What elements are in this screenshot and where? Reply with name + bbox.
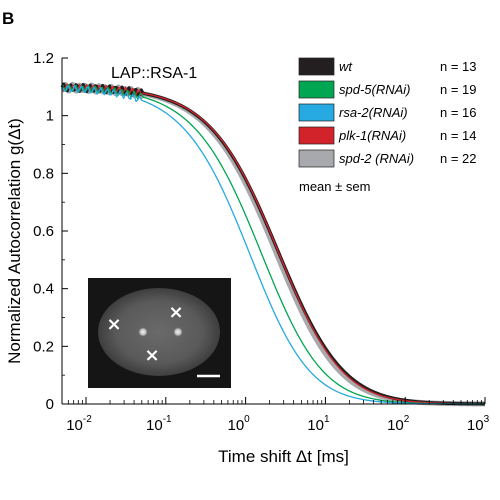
series-line-plk-1-rnai: [61, 83, 486, 405]
inset-marker-cross: ×: [168, 302, 183, 323]
legend-spd-5-rnai-label: spd-5(RNAi): [339, 82, 411, 97]
x-tick-label: 10-2: [66, 414, 92, 434]
chart-title: LAP::RSA-1: [111, 65, 197, 82]
legend-rsa-2-rnai-swatch: [298, 103, 335, 122]
y-tick-label: 0: [46, 396, 54, 413]
x-axis-title: Time shift Δt [ms]: [218, 447, 349, 466]
x-tick-label: 10-1: [146, 414, 172, 434]
axes: 10-2 10-1 100 101 102 103 0 0.2 0.4 0.6 0.8 1 1.2 Tim…: [5, 50, 490, 466]
y-tick-label: 0.6: [33, 223, 54, 240]
x-tick-label: 101: [307, 414, 330, 434]
centrosome-spot-left: [138, 327, 148, 337]
y-tick-label: 1: [46, 108, 54, 125]
inset-markers: × × ×: [106, 302, 183, 366]
microscopy-inset-image: × × ×: [88, 278, 231, 388]
legend-spd-5-rnai-swatch: [298, 80, 335, 99]
inset-marker-cross: ×: [106, 314, 121, 335]
y-tick-label: 1.2: [33, 50, 54, 67]
legend-wt-count: n = 13: [440, 59, 477, 74]
legend-spd-2-rnai-swatch: [298, 149, 335, 168]
legend-plk-1-rnai-label: plk-1(RNAi): [338, 128, 406, 143]
legend-rsa-2-rnai-label: rsa-2(RNAi): [339, 105, 408, 120]
y-tick-label: 0.2: [33, 338, 54, 355]
x-tick-label: 100: [227, 414, 250, 434]
embryo-cell: [98, 288, 220, 376]
legend-spd-2-rnai-label: spd-2 (RNAi): [339, 151, 414, 166]
legend-wt-swatch: [298, 57, 335, 76]
legend-rsa-2-rnai-count: n = 16: [440, 105, 477, 120]
legend-spd-5-rnai-count: n = 19: [440, 82, 477, 97]
legend: wt n = 13 spd-5(RNAi) n = 19 rsa-2(RNAi) n = …: [298, 57, 477, 194]
centrosome-spot-right: [173, 327, 183, 337]
series-layer: [60, 81, 486, 407]
legend-note: mean ± sem: [299, 179, 370, 194]
x-tick-label: 103: [467, 414, 490, 434]
plot-area: 10-2 10-1 100 101 102 103 0 0.2 0.4 0.6 0.8 1 1.2 Tim…: [5, 50, 490, 466]
legend-spd-2-rnai-count: n = 22: [440, 151, 477, 166]
series-line-rsa-2-rnai: [61, 84, 485, 405]
y-axis-title: Normalized Autocorrelation g(Δt): [5, 118, 24, 364]
legend-plk-1-rnai-count: n = 14: [440, 128, 477, 143]
panel-label: B: [2, 9, 14, 28]
x-tick-label: 102: [387, 414, 410, 434]
legend-wt-label: wt: [339, 59, 353, 74]
y-tick-label: 0.4: [33, 281, 54, 298]
legend-plk-1-rnai-swatch: [298, 126, 335, 145]
y-tick-label: 0.8: [33, 165, 54, 182]
inset-marker-cross: ×: [144, 345, 159, 366]
